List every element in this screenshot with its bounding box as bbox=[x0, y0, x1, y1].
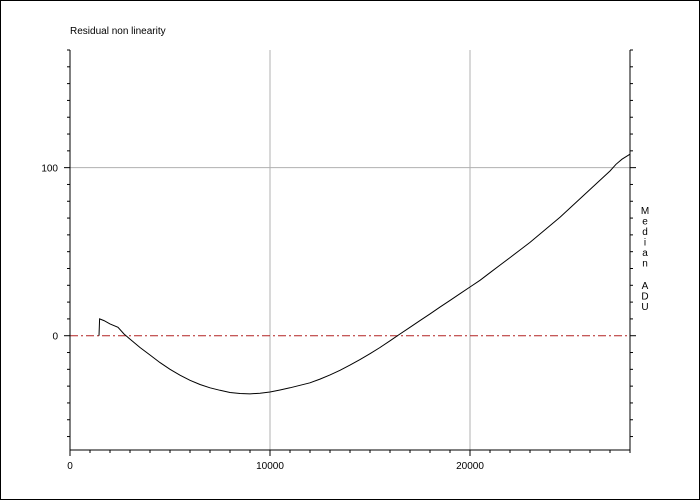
y-axis-label-char: n bbox=[642, 259, 648, 270]
y-tick-label: 0 bbox=[52, 332, 58, 343]
y-axis-label-char: D bbox=[641, 292, 648, 303]
x-tick-label: 0 bbox=[67, 461, 73, 472]
y-axis-label-char: a bbox=[642, 248, 648, 259]
y-tick-label: 100 bbox=[41, 164, 58, 175]
y-axis-label-char: A bbox=[642, 281, 649, 292]
chart-title: Residual non linearity bbox=[70, 26, 166, 37]
x-tick-label: 20000 bbox=[456, 461, 484, 472]
y-axis-label-char: i bbox=[644, 238, 646, 249]
residual-series-line bbox=[98, 153, 631, 395]
axis-ticks: 0 10000 20000 0 100 bbox=[41, 49, 636, 472]
y-axis-label-char: e bbox=[642, 217, 648, 228]
x-tick-label: 10000 bbox=[256, 461, 284, 472]
y-axis-label-char: d bbox=[642, 227, 648, 238]
y-axis-label-char: M bbox=[641, 206, 649, 217]
axes bbox=[69, 50, 631, 451]
y-axis-label-char: U bbox=[641, 302, 648, 313]
series-group bbox=[98, 153, 631, 395]
grid bbox=[70, 50, 630, 450]
